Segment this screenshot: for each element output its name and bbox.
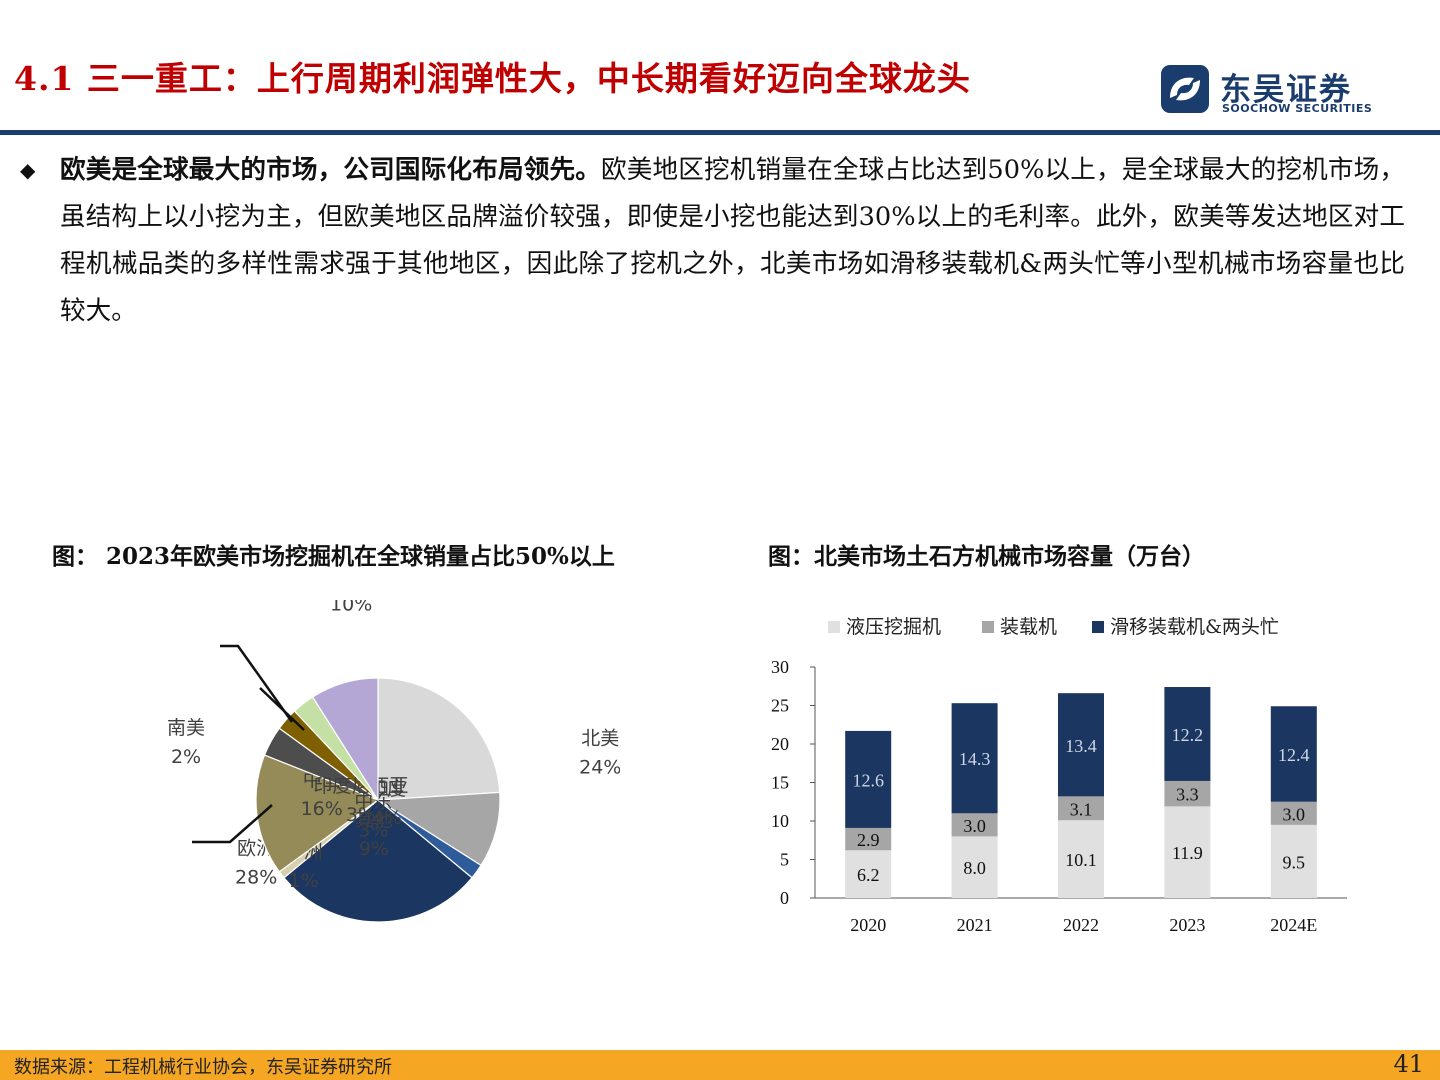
bar-segment-0-3 [1164,806,1211,898]
legend-label-2: 滑移装载机&两头忙 [1110,616,1279,638]
bar-segment-1-2 [1058,796,1104,821]
bar-value-label-1-2: 3.1 [1070,799,1093,819]
pie-label-value-0: 24% [579,757,620,779]
pie-slice-1 [376,791,501,867]
pie-label-value-5: 16% [301,798,343,820]
bar-value-label-0-3: 11.9 [1172,843,1203,863]
bar-segment-2-3 [1164,687,1211,781]
bar-segment-2-4 [1270,706,1317,802]
logo-english-name: SOOCHOW SECURITIES [1222,102,1373,115]
pie-leader-line-5 [192,804,273,844]
bar-segment-2-2 [1058,693,1104,797]
legend-swatch-1 [982,621,994,633]
bar-value-label-0-4: 9.5 [1283,852,1306,872]
pie-leader-line-8 [259,687,305,731]
bar-value-label-2-4: 12.4 [1278,745,1310,765]
y-tick-label-0: 0 [780,888,789,908]
page-number: 41 [1393,1050,1424,1078]
pie-leader-line-7 [220,644,294,723]
pie-chart: 北美24%日本10%南美2%欧洲28%非洲1%中国16%印度4%印度尼西亚3%中… [167,600,620,923]
bar-segment-2-1 [951,703,998,814]
pie-label-name-9: 其他 [355,809,393,831]
bar-segment-1-3 [1164,780,1211,807]
y-tick-label-6: 30 [771,657,789,677]
bar-segment-0-0 [845,850,892,898]
bar-value-label-1-3: 3.3 [1176,785,1199,805]
y-tick-label-1: 5 [780,850,789,870]
legend-swatch-0 [828,621,840,633]
logo-mark-icon [1161,65,1209,113]
bar-value-label-1-1: 3.0 [963,816,986,836]
body-paragraph: 欧美是全球最大的市场，公司国际化布局领先。欧美地区挖机销量在全球占比达到50%以… [60,147,1405,335]
legend-label-1: 装载机 [1000,616,1057,638]
bar-figure-title: 图：北美市场土石方机械市场容量（万台） [768,543,1205,570]
legend-label-0: 液压挖掘机 [846,616,941,638]
bar-value-label-0-0: 6.2 [857,865,880,885]
paragraph-text: 欧美地区挖机销量在全球占比达到50%以上，是全球最大的挖机市场，虽结构上以小挖为… [60,155,1405,326]
paragraph-lead: 欧美是全球最大的市场，公司国际化布局领先。 [60,155,601,185]
bar-segment-2-0 [845,730,892,828]
bar-value-label-0-1: 8.0 [963,858,986,878]
logo-chinese-name: 东吴证券 [1220,72,1352,108]
bar-value-label-0-2: 10.1 [1065,850,1097,870]
pie-label-value-3: 28% [235,866,277,888]
pie-slice-3 [283,799,473,923]
pie-label-value-8: 3% [358,819,388,841]
x-tick-label-1: 2021 [957,915,993,935]
pie-label-name-7: 印度尼西亚 [313,775,408,797]
y-tick-label-2: 10 [771,811,789,831]
pie-label-name-0: 北美 [581,728,619,750]
bar-value-label-2-2: 13.4 [1065,736,1097,756]
header-divider [0,130,1440,135]
x-tick-label-4: 2024E [1270,915,1317,935]
page-title: 4.1 三一重工：上行周期利润弹性大，中长期看好迈向全球龙头 [14,59,971,98]
bar-segment-1-0 [845,827,892,851]
pie-slice-5 [255,754,380,873]
y-tick-label-3: 15 [771,773,789,793]
bar-value-label-1-4: 3.0 [1283,804,1306,824]
pie-label-value-9: 9% [359,838,389,860]
company-logo: 东吴证券 SOOCHOW SECURITIES [1160,62,1430,118]
pie-label-value-2: 2% [171,746,201,768]
x-tick-label-2: 2022 [1063,915,1099,935]
bar-value-label-2-1: 14.3 [959,749,991,769]
bar-segment-0-2 [1058,820,1104,898]
x-tick-label-3: 2023 [1169,915,1205,935]
pie-label-value-1: 10% [330,600,372,615]
bar-value-label-2-3: 12.2 [1172,725,1204,745]
pie-label-value-7: 3% [346,804,376,826]
pie-figure-title: 图： 2023年欧美市场挖掘机在全球销量占比50%以上 [52,543,615,570]
pie-label-value-4: 1% [289,870,319,892]
footer-source: 数据来源：工程机械行业协会，东吴证券研究所 [14,1057,392,1078]
bar-segment-0-4 [1270,824,1317,898]
bar-segment-0-1 [951,836,998,898]
pie-slice-9 [311,677,379,803]
pie-label-name-2: 南美 [167,717,205,739]
bullet-diamond-icon: ◆ [20,158,36,182]
y-tick-label-5: 25 [771,696,789,716]
pie-label-value-6: 4% [372,807,402,829]
bar-value-label-1-0: 2.9 [857,830,880,850]
stacked-bar-chart: 液压挖掘机 装载机 滑移装载机&两头忙 0 5 10 15 20 25 30 6.2 2.9 12.6 2… [771,616,1347,935]
bar-value-label-2-0: 12.6 [852,770,884,790]
pie-slice-0 [377,677,501,801]
x-tick-label-0: 2020 [850,915,886,935]
footer-bar: 数据来源：工程机械行业协会，东吴证券研究所 41 [0,1050,1440,1080]
bar-segment-1-4 [1270,801,1317,825]
bar-segment-1-1 [951,813,998,837]
y-tick-label-4: 20 [771,734,789,754]
legend-swatch-2 [1092,621,1104,633]
pie-label-name-8: 中东 [354,790,392,812]
